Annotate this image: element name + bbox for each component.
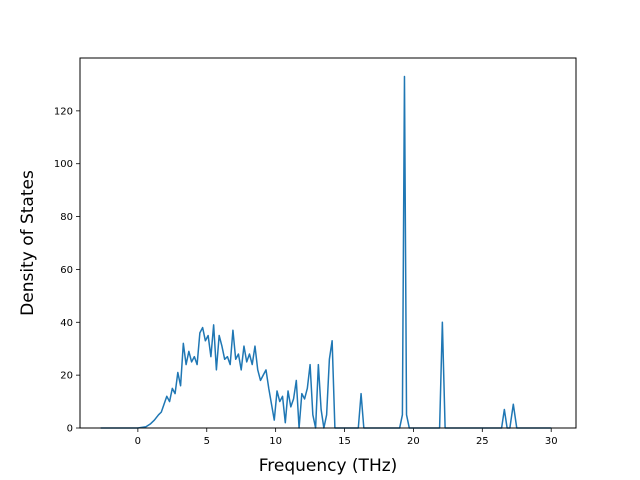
x-tick-label: 25 bbox=[476, 436, 489, 447]
y-tick-label: 40 bbox=[60, 318, 73, 329]
y-tick-label: 20 bbox=[60, 371, 73, 382]
plot-frame bbox=[79, 57, 577, 429]
x-tick-label: 20 bbox=[407, 436, 420, 447]
x-tick-label: 30 bbox=[545, 436, 558, 447]
x-axis-ticks: 0 5 10 15 20 25 30 bbox=[135, 428, 558, 447]
x-tick-label: 0 bbox=[135, 436, 141, 447]
x-tick-label: 10 bbox=[269, 436, 282, 447]
x-tick-label: 5 bbox=[204, 436, 210, 447]
y-tick-label: 100 bbox=[54, 159, 73, 170]
y-axis-ticks: 0 20 40 60 80 100 120 bbox=[54, 106, 80, 435]
y-tick-label: 60 bbox=[60, 265, 73, 276]
x-tick-label: 15 bbox=[338, 436, 351, 447]
y-axis-label: Density of States bbox=[18, 170, 38, 316]
y-tick-label: 0 bbox=[67, 424, 73, 435]
x-axis-label: Frequency (THz) bbox=[259, 456, 398, 476]
series-line bbox=[100, 75, 552, 429]
y-tick-label: 120 bbox=[54, 106, 73, 117]
plot-area bbox=[80, 58, 576, 428]
y-tick-label: 80 bbox=[60, 212, 73, 223]
